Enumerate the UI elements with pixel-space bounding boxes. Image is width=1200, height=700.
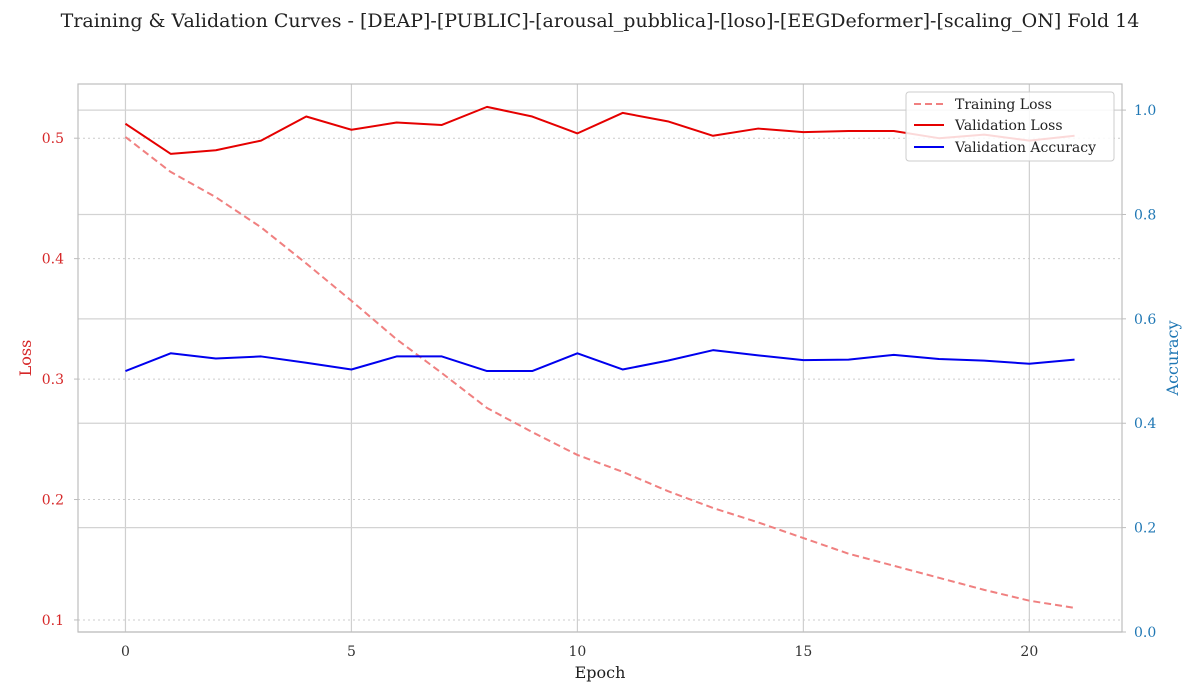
series-line-validation-accuracy <box>125 349 1075 373</box>
right-tick-label: 0.4 <box>1134 416 1156 432</box>
right-tick-label: 0.6 <box>1134 312 1156 328</box>
legend-label-validation-accuracy: Validation Accuracy <box>954 140 1096 156</box>
chart-title: Training & Validation Curves - [DEAP]-[P… <box>60 10 1140 32</box>
legend-label-validation-loss: Validation Loss <box>954 118 1063 134</box>
left-tick-label: 0.4 <box>42 252 64 268</box>
series-layer <box>124 105 1075 609</box>
x-tick-label: 5 <box>347 644 356 660</box>
right-tick-label: 0.2 <box>1134 521 1156 537</box>
right-tick-label: 0.8 <box>1134 207 1156 223</box>
left-tick-label: 0.2 <box>42 493 64 509</box>
right-tick-label: 0.0 <box>1134 625 1156 641</box>
plot-frame <box>77 83 1123 633</box>
legend: Training Loss Validation Loss Validation… <box>905 91 1115 162</box>
x-tick-label: 15 <box>794 644 812 660</box>
right-axis-label: Accuracy <box>1163 321 1182 397</box>
left-axis-label: Loss <box>16 340 35 377</box>
series-line-training-loss <box>124 136 1075 609</box>
left-tick-label: 0.5 <box>42 131 64 147</box>
x-tick-label: 10 <box>568 644 586 660</box>
legend-label-training-loss: Training Loss <box>955 97 1052 113</box>
x-tick-label: 20 <box>1020 644 1038 660</box>
right-tick-label: 1.0 <box>1134 103 1156 119</box>
ticks-layer: 0 5 10 15 20 0.1 0.2 0.3 0.4 0.5 0.0 0.2 0.4 0.6 0.8 1.… <box>42 103 1157 660</box>
x-tick-label: 0 <box>121 644 130 660</box>
x-axis-label: Epoch <box>575 663 626 682</box>
left-tick-label: 0.1 <box>42 613 64 629</box>
legend-box <box>905 91 1115 162</box>
left-tick-label: 0.3 <box>42 372 64 388</box>
